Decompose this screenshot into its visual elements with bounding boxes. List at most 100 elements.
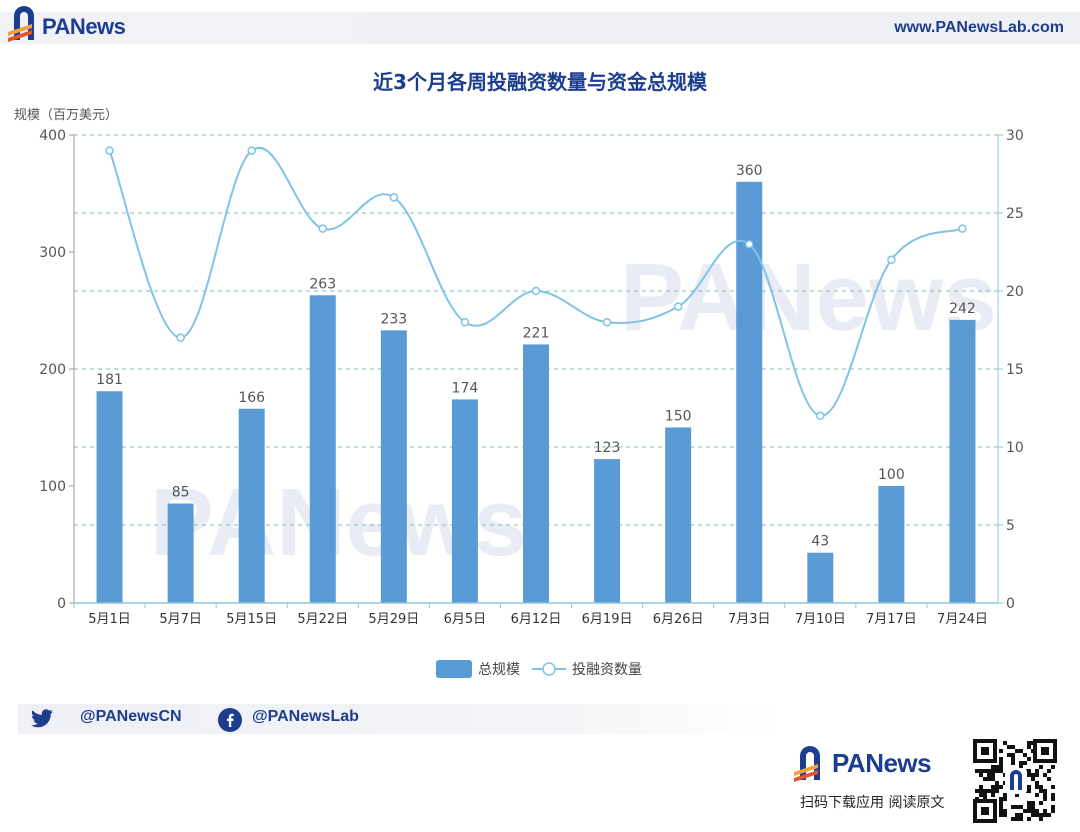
twitter-handle[interactable]: @PANewsCN [80, 708, 182, 725]
svg-text:PANews: PANews [620, 244, 997, 351]
qr-cell [1003, 813, 1007, 817]
facebook-handle[interactable]: @PANewsLab [252, 708, 359, 725]
line-point [744, 239, 754, 249]
y-tick-label: 200 [39, 362, 66, 378]
y-axis-label: 规模（百万美元） [14, 108, 119, 123]
qr-cell [1011, 753, 1015, 757]
download-prompt: 扫码下载应用 阅读原文 [800, 795, 945, 811]
qr-cell [1039, 765, 1043, 769]
qr-cell [1011, 757, 1015, 761]
bar-value-label: 242 [949, 301, 976, 317]
qr-cell [1031, 805, 1035, 809]
line-point [958, 224, 967, 233]
qr-cell [1023, 753, 1027, 757]
x-tick-label: 7月17日 [866, 612, 917, 627]
qr-cell [1019, 817, 1023, 821]
bar-value-label: 100 [878, 467, 905, 483]
site-url-link[interactable]: www.PANewsLab.com [894, 19, 1064, 36]
qr-cell [979, 773, 983, 777]
bar [594, 459, 621, 603]
qr-cell [999, 801, 1003, 805]
bar-value-label: 181 [96, 372, 123, 388]
qr-cell [1047, 777, 1051, 781]
qr-cell [979, 769, 983, 773]
qr-cell [979, 785, 983, 789]
bar [96, 391, 123, 603]
qr-cell [987, 773, 991, 777]
qr-cell [1031, 801, 1035, 805]
qr-cell [1007, 745, 1011, 749]
qr-cell [1027, 817, 1031, 821]
qr-cell [1027, 809, 1031, 813]
x-tick-label: 6月5日 [444, 612, 487, 627]
x-tick-label: 5月15日 [226, 612, 277, 627]
x-tick-label: 5月1日 [88, 612, 131, 627]
y2-tick-label: 10 [1006, 440, 1024, 456]
qr-cell [1019, 805, 1023, 809]
qr-cell [1027, 773, 1031, 777]
qr-cell [987, 789, 991, 793]
line-point [318, 224, 328, 233]
y-tick-label: 400 [39, 128, 66, 144]
qr-cell [991, 785, 995, 789]
qr-cell [1039, 813, 1043, 817]
qr-cell [999, 813, 1003, 817]
qr-cell [1015, 805, 1019, 809]
qr-cell [1003, 741, 1007, 745]
qr-cell [1031, 777, 1035, 781]
y-tick-label: 0 [57, 596, 66, 612]
bar-value-label: 263 [309, 276, 336, 292]
y-tick-label: 100 [39, 479, 66, 495]
qr-cell [1019, 749, 1023, 753]
qr-cell [1043, 797, 1047, 801]
bar-value-label: 85 [172, 485, 190, 501]
qr-cell [1039, 817, 1043, 821]
qr-cell [979, 793, 983, 797]
qr-cell [1051, 809, 1055, 813]
x-tick-label: 6月12日 [511, 612, 562, 627]
qr-cell [991, 777, 995, 781]
bar [523, 344, 549, 603]
line-point [389, 193, 399, 202]
bar [309, 295, 336, 603]
bar-value-label: 233 [380, 311, 407, 327]
qr-cell [1027, 785, 1031, 789]
footer-bar [18, 704, 778, 734]
x-tick-label: 5月7日 [159, 612, 202, 627]
line-point [673, 302, 683, 311]
x-tick-label: 6月26日 [653, 612, 704, 627]
qr-cell [1011, 745, 1015, 749]
qr-cell [991, 793, 995, 797]
x-tick-label: 5月22日 [297, 612, 348, 627]
watermark: PANews PANews [150, 244, 997, 576]
qr-cell [975, 789, 979, 793]
qr-cell [999, 761, 1003, 765]
qr-cell [991, 773, 995, 777]
line-point [816, 411, 825, 421]
qr-cell [1043, 809, 1047, 813]
x-tick-label: 7月24日 [937, 612, 988, 627]
qr-cell [999, 765, 1003, 769]
qr-cell [1051, 785, 1055, 789]
facebook-icon[interactable] [218, 708, 242, 732]
qr-code-icon[interactable] [972, 738, 1058, 824]
x-tick-label: 6月19日 [582, 612, 633, 627]
qr-cell [1019, 765, 1023, 769]
qr-cell [1003, 809, 1007, 813]
qr-cell [1039, 789, 1043, 793]
qr-cell [987, 777, 991, 781]
y-tick-label: 300 [39, 245, 66, 261]
qr-cell [1003, 793, 1007, 797]
bar [451, 399, 478, 603]
y2-tick-label: 0 [1006, 596, 1015, 612]
bar [807, 552, 834, 603]
qr-cell [1031, 809, 1035, 813]
y2-tick-label: 15 [1006, 362, 1024, 378]
line-point [887, 255, 896, 265]
qr-cell [999, 805, 1003, 809]
qr-cell [1035, 785, 1039, 789]
twitter-icon[interactable] [30, 708, 54, 730]
qr-cell [1051, 765, 1055, 769]
y2-tick-label: 20 [1006, 284, 1024, 300]
y2-tick-label: 5 [1006, 518, 1015, 534]
